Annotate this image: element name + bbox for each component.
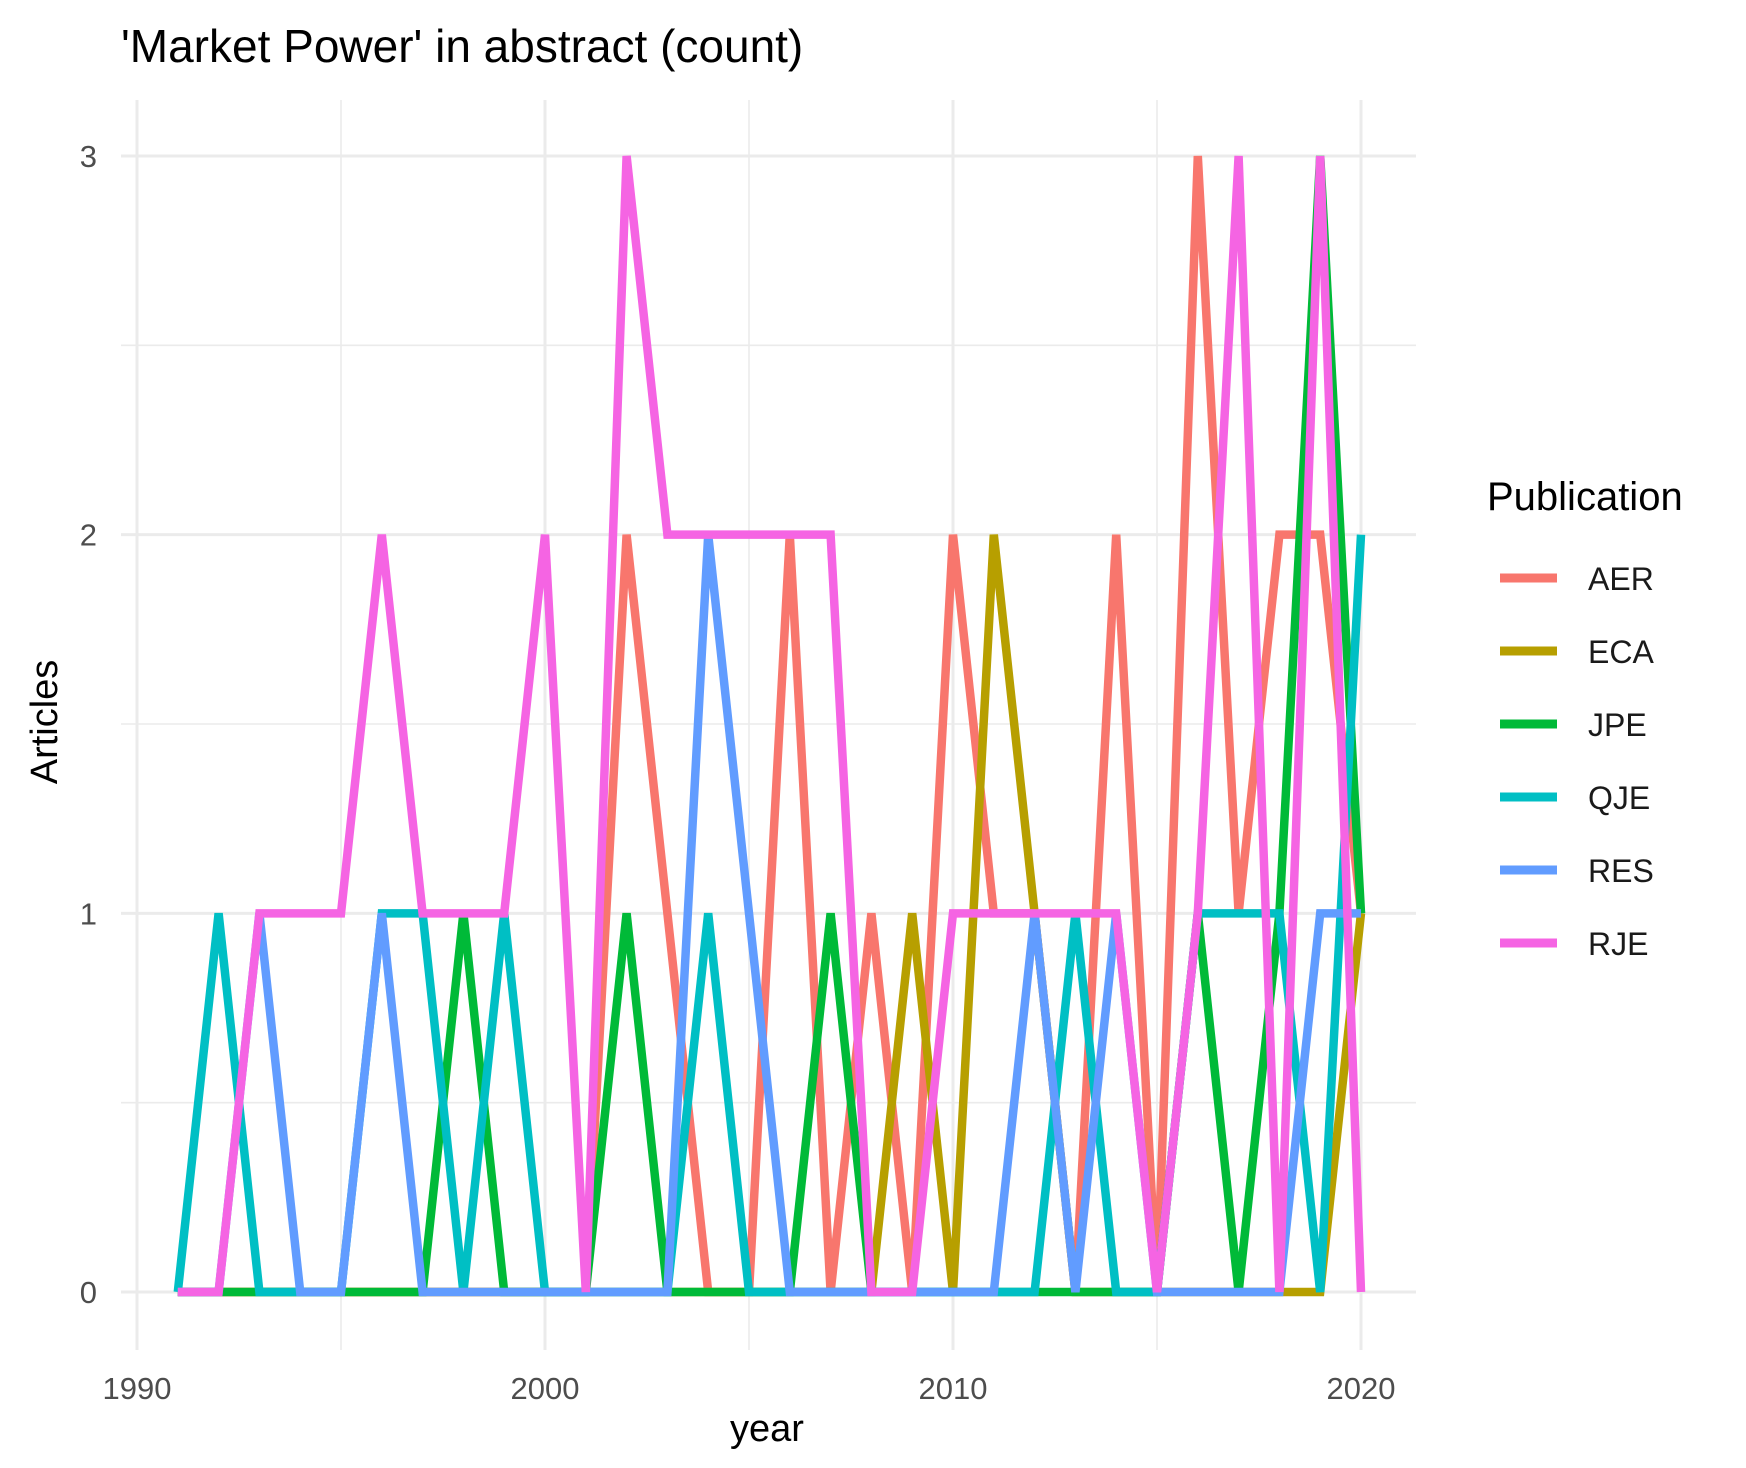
legend: Publication AER ECA JPE QJE RES RJE [1487, 475, 1683, 962]
y-tick-label: 0 [80, 1275, 97, 1310]
x-tick-label: 2020 [1327, 1371, 1396, 1406]
legend-label-aer: AER [1588, 561, 1654, 597]
x-tick-label: 2010 [919, 1371, 988, 1406]
x-axis-ticks: 1990 2000 2010 2020 [103, 1371, 1396, 1406]
series-layer [173, 155, 1366, 1297]
y-tick-label: 3 [80, 139, 97, 174]
x-tick-label: 1990 [103, 1371, 172, 1406]
x-axis-title: year [730, 1408, 804, 1450]
legend-label-eca: ECA [1588, 634, 1654, 670]
y-axis-ticks: 0 1 2 3 [80, 139, 97, 1310]
legend-label-jpe: JPE [1588, 707, 1647, 743]
legend-label-res: RES [1588, 853, 1654, 889]
y-tick-label: 1 [80, 896, 97, 931]
x-tick-label: 2000 [511, 1371, 580, 1406]
y-tick-label: 2 [80, 518, 97, 553]
series-line-res [177, 534, 1361, 1297]
legend-label-rje: RJE [1588, 926, 1648, 962]
y-axis-title: Articles [24, 660, 66, 785]
series-line-rje [177, 155, 1366, 1297]
legend-title: Publication [1487, 475, 1683, 519]
chart-title: 'Market Power' in abstract (count) [121, 20, 803, 72]
legend-label-qje: QJE [1588, 780, 1650, 816]
